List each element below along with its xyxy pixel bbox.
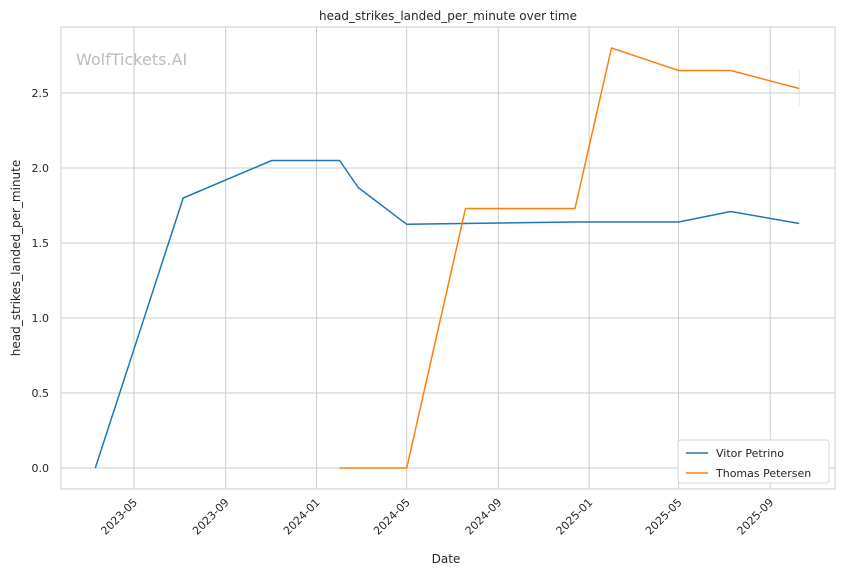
plot-frame	[60, 26, 836, 490]
x-axis-label: Date	[432, 552, 461, 566]
y-tick-label: 1.5	[32, 237, 50, 250]
x-tick-label: 2023-05	[98, 496, 140, 538]
grid	[61, 27, 835, 489]
series-line-thomas-petersen	[339, 47, 800, 469]
x-tick-label: 2025-01	[554, 496, 596, 538]
x-tick-label: 2025-05	[643, 496, 685, 538]
legend-label-vitor: Vitor Petrino	[716, 447, 784, 460]
x-tick-label: 2024-05	[371, 496, 413, 538]
x-tick-label: 2023-09	[190, 496, 232, 538]
y-tick-label: 0.0	[32, 462, 50, 475]
y-axis-label: head_strikes_landed_per_minute	[9, 160, 23, 357]
y-tick-label: 0.5	[32, 387, 50, 400]
chart-title: head_strikes_landed_per_minute over time	[319, 9, 577, 23]
tick-labels: 2023-05 2023-09 2024-01 2024-05 2024-09 2025-…	[32, 87, 777, 538]
legend: Vitor Petrino Thomas Petersen	[677, 439, 830, 484]
legend-box	[677, 439, 830, 484]
series-lines	[94, 47, 800, 469]
x-tick-label: 2024-01	[281, 496, 323, 538]
x-tick-label: 2024-09	[463, 496, 505, 538]
y-tick-label: 2.5	[32, 87, 50, 100]
series-line-vitor-petrino	[94, 159, 800, 469]
x-tick-label: 2025-09	[735, 496, 777, 538]
legend-label-thomas: Thomas Petersen	[715, 467, 811, 480]
watermark: WolfTickets.AI	[76, 50, 187, 69]
y-tick-label: 1.0	[32, 312, 50, 325]
y-tick-label: 2.0	[32, 162, 50, 175]
